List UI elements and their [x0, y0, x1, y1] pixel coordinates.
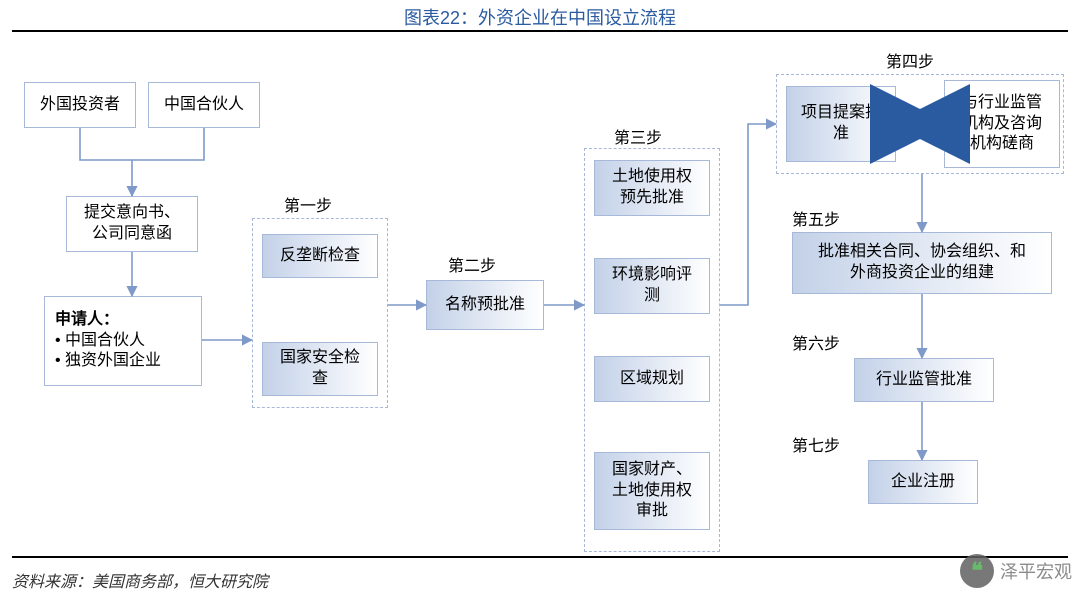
node-step6: 行业监管批准	[854, 358, 994, 402]
node-step5: 批准相关合同、协会组织、和 外商投资企业的组建	[792, 232, 1052, 294]
watermark-text: 泽平宏观	[1000, 558, 1072, 584]
label-step3: 第三步	[614, 124, 662, 148]
node-applicant: 申请人： • 中国合伙人 • 独资外国企业	[44, 296, 202, 386]
applicant-bullet-1: • 中国合伙人	[55, 331, 145, 352]
label-step1: 第一步	[284, 192, 332, 216]
bottom-rule	[12, 556, 1068, 558]
node-name-approval: 名称预批准	[426, 280, 544, 330]
applicant-bullet-2: • 独资外国企业	[55, 351, 161, 372]
chart-title: 图表22：外资企业在中国设立流程	[0, 4, 1080, 30]
node-consult: 与行业监管 机构及咨询 机构磋商	[944, 80, 1060, 168]
node-foreign-investor: 外国投资者	[24, 82, 136, 128]
node-land-pre: 土地使用权 预先批准	[594, 160, 710, 216]
applicant-header: 申请人：	[55, 310, 119, 331]
wechat-icon: ❝	[960, 554, 994, 588]
flowchart-canvas: 图表22：外资企业在中国设立流程 第一步 第二步 第三步 第四步 第五步 第六步…	[0, 0, 1080, 598]
node-security: 国家安全检 查	[262, 342, 378, 396]
node-env-eval: 环境影响评 测	[594, 258, 710, 314]
source-line: 资料来源：美国商务部，恒大研究院	[12, 568, 268, 592]
label-step4: 第四步	[886, 48, 934, 72]
node-submit-intent: 提交意向书、 公司同意函	[66, 196, 198, 252]
label-step6: 第六步	[792, 330, 840, 354]
label-step7: 第七步	[792, 432, 840, 456]
top-rule	[12, 30, 1068, 32]
node-antitrust: 反垄断检查	[262, 234, 378, 278]
node-step7: 企业注册	[868, 460, 978, 504]
label-step5: 第五步	[792, 206, 840, 230]
node-proj-approve: 项目提案批 准	[786, 86, 896, 162]
node-zoning: 区域规划	[594, 356, 710, 402]
node-chinese-partner: 中国合伙人	[148, 82, 260, 128]
node-land-asset: 国家财产、 土地使用权 审批	[594, 452, 710, 530]
label-step2: 第二步	[448, 252, 496, 276]
watermark: ❝ 泽平宏观	[960, 554, 1072, 588]
